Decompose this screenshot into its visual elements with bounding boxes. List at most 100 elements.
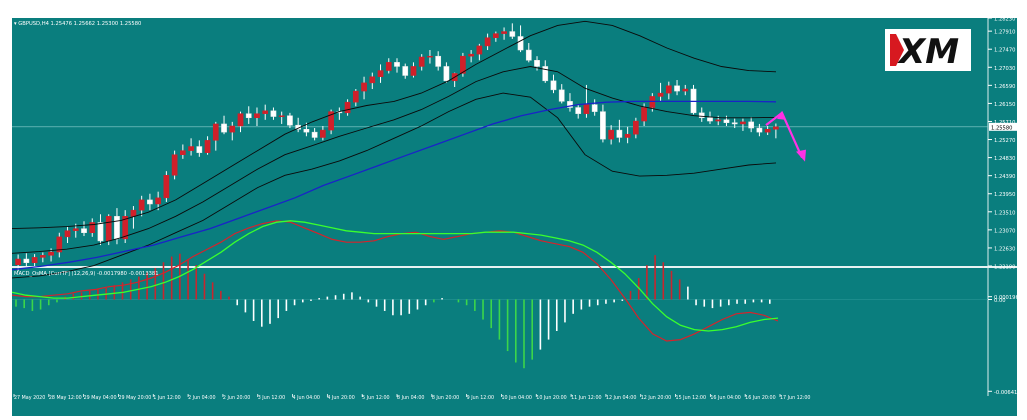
candle <box>352 90 359 103</box>
price-tick-label: 1.23510 <box>994 210 1015 216</box>
candle <box>171 154 178 176</box>
price-tick-label: 1.26590 <box>994 84 1015 90</box>
candle <box>89 222 96 233</box>
candle <box>138 199 145 211</box>
candle <box>460 55 466 74</box>
time-tick-label: 9 Jun 12:00 <box>467 395 494 401</box>
time-tick-label: 4 Jun 04:00 <box>293 395 320 401</box>
candle <box>567 101 573 108</box>
candle <box>674 85 680 92</box>
price-tick-label: 1.22630 <box>994 246 1015 252</box>
candles <box>15 23 779 272</box>
price-tick-label: 1.27030 <box>994 66 1015 72</box>
candle <box>270 110 277 117</box>
candle <box>97 222 104 242</box>
candle <box>147 199 153 205</box>
price-tick-label: 1.27910 <box>994 30 1015 36</box>
candle <box>740 121 746 125</box>
candle <box>385 62 392 71</box>
candle <box>484 37 491 47</box>
candle <box>476 45 483 55</box>
candle <box>344 101 351 114</box>
macd-line <box>11 220 779 342</box>
candle <box>534 60 540 67</box>
time-tick-label: 17 Jun 12:00 <box>780 395 810 401</box>
candle <box>756 127 763 133</box>
candle <box>575 107 582 114</box>
candle <box>492 33 499 38</box>
candle <box>237 113 244 127</box>
candle <box>23 258 30 263</box>
candle <box>311 131 318 138</box>
bollinger-upper-line <box>11 20 777 230</box>
price-tick-label: 1.28230 <box>994 17 1015 23</box>
time-tick-label: 15 Jun 12:00 <box>676 395 706 401</box>
candle <box>723 119 730 123</box>
time-tick-label: 2 Jun 20:00 <box>223 395 250 401</box>
candle <box>15 258 21 266</box>
candle <box>188 146 194 151</box>
time-tick-label: 29 May 20:00 <box>118 395 151 401</box>
logo-text: XM <box>897 32 959 72</box>
candle <box>72 228 79 231</box>
candle <box>377 70 384 77</box>
candle <box>624 133 631 138</box>
price-chart-title: ▾ GBPUSD,H4 1.25476 1.25662 1.25300 1.25… <box>14 21 141 27</box>
candle <box>212 123 219 141</box>
candle <box>509 31 516 37</box>
time-tick-label: 27 May 2020 <box>14 395 45 401</box>
time-tick-label: 8 Jun 04:00 <box>397 395 424 401</box>
candle <box>616 129 623 138</box>
candle <box>48 251 54 256</box>
price-pane-background <box>12 18 1017 266</box>
candle <box>591 104 598 112</box>
candle <box>394 62 400 67</box>
price-tick-label: 1.23070 <box>994 228 1015 234</box>
candle <box>542 66 549 82</box>
candle <box>179 150 186 155</box>
macd-title: MACD_OsMA [CurrTF] (12,26,9) -0.0017980 … <box>14 271 159 277</box>
candle <box>369 76 376 84</box>
price-tick-label: 1.24830 <box>994 156 1015 162</box>
candle <box>31 257 38 263</box>
candle <box>665 85 672 94</box>
price-tick-label: 1.23950 <box>994 192 1015 198</box>
time-axis: 27 May 2020 28 May 12:00 29 May 04:00 29 Ma… <box>13 394 810 401</box>
candle <box>221 123 227 133</box>
candle <box>427 55 433 58</box>
candle <box>558 89 565 102</box>
candle <box>320 129 326 138</box>
price-axis-ticks: 1.28230 1.27910 1.27470 1.27030 1.26590 1.261… <box>988 17 1015 271</box>
time-tick-label: 2 Jun 04:00 <box>188 395 215 401</box>
candle <box>418 56 425 67</box>
current-price-box <box>989 122 1017 131</box>
candle <box>468 53 474 57</box>
candle <box>583 104 590 114</box>
bollinger-middle-line <box>11 66 777 254</box>
candle <box>443 66 450 82</box>
candle <box>600 111 606 140</box>
candle <box>608 129 615 140</box>
time-tick-label: 4 Jun 20:00 <box>327 395 354 401</box>
candle <box>262 110 269 114</box>
candle <box>155 197 161 205</box>
candle <box>278 115 285 117</box>
candle <box>254 113 260 119</box>
macd-histogram <box>15 253 771 369</box>
time-tick-label: 3 Jun 12:00 <box>258 395 285 401</box>
time-tick-label: 29 May 04:00 <box>84 395 117 401</box>
time-tick-label: 12 Jun 04:00 <box>606 395 636 401</box>
candle <box>698 112 705 119</box>
projection-arrow-up-head <box>777 110 786 120</box>
macd-tick-label: 0.00 <box>994 298 1006 304</box>
candle <box>682 88 689 92</box>
xm-logo: XM <box>885 29 971 72</box>
candle <box>748 121 755 129</box>
macd-tick-label: 0.000196 <box>994 295 1019 301</box>
candle <box>114 216 120 240</box>
candle <box>287 115 293 126</box>
candle <box>764 129 771 133</box>
candle <box>525 49 532 61</box>
